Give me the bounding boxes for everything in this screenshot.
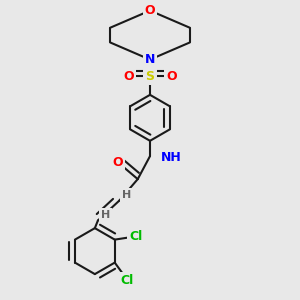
Text: O: O	[166, 70, 177, 83]
Text: O: O	[123, 70, 134, 83]
Text: H: H	[101, 210, 110, 220]
Text: NH: NH	[161, 151, 182, 164]
Text: Cl: Cl	[130, 230, 143, 243]
Text: S: S	[146, 70, 154, 83]
Text: Cl: Cl	[120, 274, 134, 287]
Text: H: H	[122, 190, 132, 200]
Text: O: O	[145, 4, 155, 17]
Text: N: N	[145, 53, 155, 66]
Text: O: O	[112, 156, 123, 169]
